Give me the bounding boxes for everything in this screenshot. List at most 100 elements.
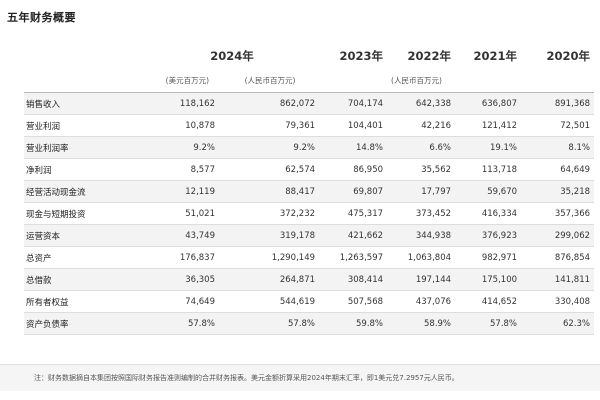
cell-2024-rmb: 264,871	[219, 268, 320, 291]
row-label: 营业利润	[24, 114, 119, 137]
cell-2023: 69,807	[319, 180, 388, 203]
cell-2024-usd: 9.2%	[119, 136, 219, 159]
cell-2021: 121,412	[455, 114, 522, 137]
cell-2021: 59,670	[455, 180, 522, 203]
cell-2021: 982,971	[455, 246, 522, 269]
cell-2020: 141,811	[521, 268, 595, 291]
table-row: 营业利润率 9.2% 9.2% 14.8% 6.6% 19.1% 8.1%	[24, 136, 595, 159]
row-label: 总资产	[24, 246, 119, 269]
cell-2023: 507,568	[319, 290, 388, 313]
cell-2020: 8.1%	[521, 136, 595, 159]
cell-2020: 876,854	[521, 246, 595, 269]
page-title: 五年财务概要	[7, 11, 76, 24]
cell-2021: 414,652	[455, 290, 522, 313]
cell-2020: 64,649	[521, 158, 595, 181]
cell-2024-usd: 12,119	[119, 180, 219, 203]
cell-2023: 308,414	[319, 268, 388, 291]
table-row: 经营活动现金流 12,119 88,417 69,807 17,797 59,670 35,…	[24, 180, 595, 203]
table-row: 营业利润 10,878 79,361 104,401 42,216 121,412 72,5…	[24, 114, 595, 137]
header-year-2021: 2021年	[473, 49, 518, 63]
cell-2023: 104,401	[319, 114, 388, 137]
cell-2020: 357,366	[521, 202, 595, 225]
cell-2023: 59.8%	[319, 312, 388, 335]
cell-2024-rmb: 57.8%	[219, 312, 320, 335]
cell-2022: 373,452	[387, 202, 456, 225]
row-label: 资产负债率	[24, 312, 119, 335]
cell-2021: 113,718	[455, 158, 522, 181]
cell-2020: 35,218	[521, 180, 595, 203]
row-label: 总借款	[24, 268, 119, 291]
cell-2024-usd: 176,837	[119, 246, 219, 269]
footnote-text: 注：财务数据摘自本集团按照国际财务报告准则编制的合并财务报表。美元金额折算采用2…	[34, 374, 459, 382]
table-row: 所有者权益 74,649 544,619 507,568 437,076 414,652 3…	[24, 290, 595, 313]
row-label: 营业利润率	[24, 136, 119, 159]
cell-2022: 35,562	[387, 158, 456, 181]
row-label: 经营活动现金流	[24, 180, 119, 203]
header-blank	[24, 44, 119, 68]
unit-rmb-historical: (人民币百万元)	[387, 68, 522, 93]
cell-2023: 86,950	[319, 158, 388, 181]
cell-2022: 58.9%	[387, 312, 456, 335]
row-label: 销售收入	[24, 92, 119, 115]
cell-2022: 642,338	[387, 92, 456, 115]
table-row: 运营资本 43,749 319,178 421,662 344,938 376,923 29…	[24, 224, 595, 247]
table-row: 现金与短期投资 51,021 372,232 475,317 373,452 416,33…	[24, 202, 595, 225]
cell-2021: 19.1%	[455, 136, 522, 159]
cell-2024-rmb: 88,417	[219, 180, 320, 203]
cell-2023: 14.8%	[319, 136, 388, 159]
cell-2024-usd: 10,878	[119, 114, 219, 137]
cell-2020: 62.3%	[521, 312, 595, 335]
cell-2023: 704,174	[319, 92, 388, 115]
cell-2024-usd: 36,305	[119, 268, 219, 291]
unit-usd: (美元百万元)	[119, 68, 219, 93]
row-label: 所有者权益	[24, 290, 119, 313]
unit-blank-2020	[521, 68, 595, 93]
table-row: 销售收入 118,162 862,072 704,174 642,338 636,807 8…	[24, 92, 595, 115]
cell-2022: 344,938	[387, 224, 456, 247]
cell-2022: 42,216	[387, 114, 456, 137]
cell-2024-rmb: 79,361	[219, 114, 320, 137]
cell-2024-rmb: 9.2%	[219, 136, 320, 159]
table-row: 净利润 8,577 62,574 86,950 35,562 113,718 64,649	[24, 158, 595, 181]
cell-2024-rmb: 62,574	[219, 158, 320, 181]
header-year-2020: 2020年	[546, 49, 591, 63]
unit-header-row: (美元百万元) (人民币百万元) (人民币百万元)	[24, 68, 595, 93]
cell-2021: 175,100	[455, 268, 522, 291]
five-year-summary-table: 2024年 2023年 2022年 2021年 2020年 (美元百万元) (人…	[24, 44, 595, 335]
cell-2021: 636,807	[455, 92, 522, 115]
header-year-2023: 2023年	[339, 49, 384, 63]
header-year-2022: 2022年	[407, 49, 452, 63]
row-label: 净利润	[24, 158, 119, 181]
cell-2023: 1,263,597	[319, 246, 388, 269]
cell-2021: 416,334	[455, 202, 522, 225]
cell-2024-usd: 74,649	[119, 290, 219, 313]
cell-2022: 1,063,804	[387, 246, 456, 269]
cell-2022: 6.6%	[387, 136, 456, 159]
cell-2023: 421,662	[319, 224, 388, 247]
cell-2020: 330,408	[521, 290, 595, 313]
cell-2023: 475,317	[319, 202, 388, 225]
cell-2024-usd: 51,021	[119, 202, 219, 225]
row-label: 运营资本	[24, 224, 119, 247]
cell-2024-rmb: 319,178	[219, 224, 320, 247]
unit-blank	[24, 68, 119, 93]
row-label: 现金与短期投资	[24, 202, 119, 225]
table-row: 总借款 36,305 264,871 308,414 197,144 175,100 141…	[24, 268, 595, 291]
cell-2021: 57.8%	[455, 312, 522, 335]
cell-2021: 376,923	[455, 224, 522, 247]
cell-2024-rmb: 372,232	[219, 202, 320, 225]
header-year-2024: 2024年	[210, 49, 254, 63]
cell-2024-rmb: 1,290,149	[219, 246, 320, 269]
cell-2020: 891,368	[521, 92, 595, 115]
cell-2024-usd: 118,162	[119, 92, 219, 115]
cell-2020: 72,501	[521, 114, 595, 137]
table-row: 总资产 176,837 1,290,149 1,263,597 1,063,804 982…	[24, 246, 595, 269]
summary-table-wrapper: 2024年 2023年 2022年 2021年 2020年 (美元百万元) (人…	[24, 44, 595, 335]
year-header-row: 2024年 2023年 2022年 2021年 2020年	[24, 44, 594, 68]
cell-2022: 17,797	[387, 180, 456, 203]
cell-2022: 197,144	[387, 268, 456, 291]
cell-2022: 437,076	[387, 290, 456, 313]
cell-2024-rmb: 862,072	[219, 92, 320, 115]
cell-2024-usd: 57.8%	[119, 312, 219, 335]
